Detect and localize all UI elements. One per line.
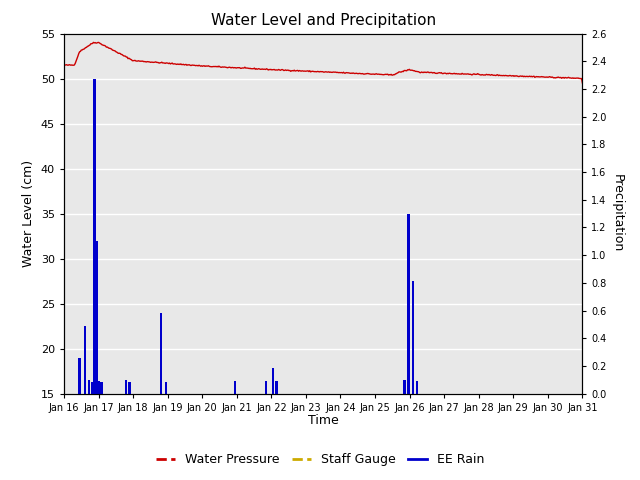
Bar [164, 382, 167, 394]
Bar [129, 382, 131, 394]
Y-axis label: Precipitation: Precipitation [611, 174, 623, 253]
Bar [234, 381, 236, 394]
Bar [84, 326, 86, 394]
Bar [407, 214, 410, 394]
Bar [100, 382, 102, 394]
Bar [93, 79, 95, 394]
Bar [91, 382, 93, 394]
Title: Water Level and Precipitation: Water Level and Precipitation [211, 13, 436, 28]
Bar [412, 281, 414, 394]
Bar [97, 381, 100, 394]
Bar [78, 358, 81, 394]
Bar [275, 381, 278, 394]
Bar [403, 380, 406, 394]
Bar [159, 312, 162, 394]
Y-axis label: Water Level (cm): Water Level (cm) [22, 160, 35, 267]
Text: WP_met: WP_met [0, 479, 1, 480]
Bar [95, 240, 98, 394]
Bar [272, 369, 275, 394]
Legend: Water Pressure, Staff Gauge, EE Rain: Water Pressure, Staff Gauge, EE Rain [151, 448, 489, 471]
Bar [125, 380, 127, 394]
Bar [88, 380, 90, 394]
Bar [416, 381, 419, 394]
X-axis label: Time: Time [308, 414, 339, 427]
Bar [265, 381, 268, 394]
